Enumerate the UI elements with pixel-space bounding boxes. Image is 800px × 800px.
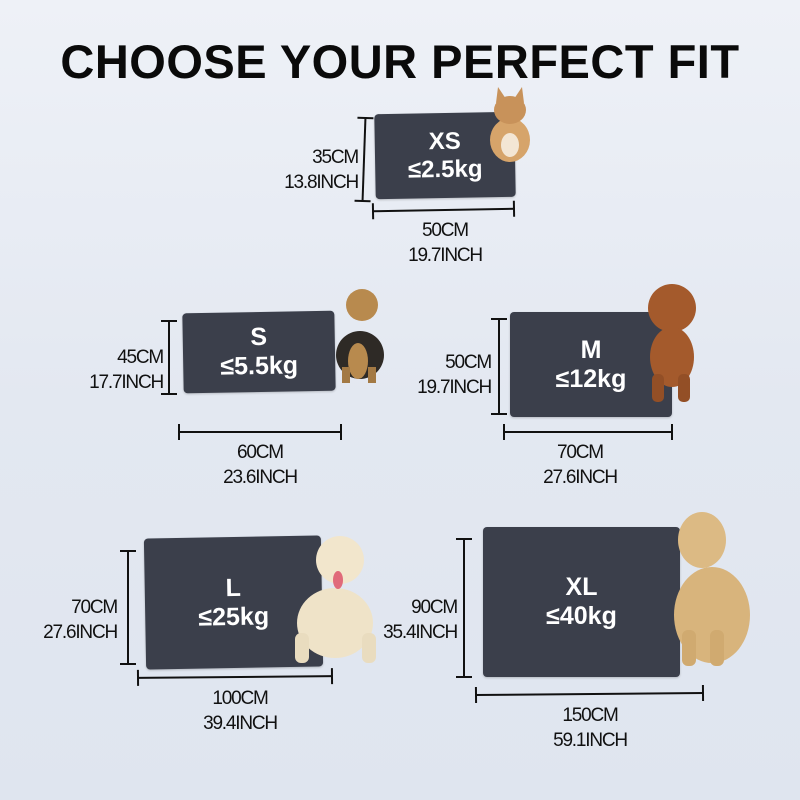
height-bracket: [361, 116, 367, 203]
width-inch: 59.1INCH: [553, 730, 628, 751]
width-cm: 100CM: [212, 688, 268, 709]
weight-label: ≤2.5kg: [407, 154, 483, 184]
yorkshire-terrier-icon: [336, 289, 384, 383]
height-cm: 70CM: [71, 597, 118, 618]
width-label: 60CM 23.6INCH: [200, 440, 320, 490]
height-bracket: [161, 320, 177, 395]
width-bracket: [474, 692, 705, 696]
width-bracket: [371, 207, 516, 213]
size-label: L: [225, 573, 242, 602]
size-label: XS: [428, 127, 461, 156]
height-inch: 17.7INCH: [89, 372, 164, 393]
width-label: 100CM 39.4INCH: [180, 686, 300, 736]
width-label: 50CM 19.7INCH: [385, 218, 505, 268]
width-cm: 50CM: [422, 220, 469, 241]
labrador-icon: [295, 536, 376, 663]
toy-poodle-icon: [648, 284, 696, 402]
size-label: XL: [565, 573, 598, 602]
width-inch: 27.6INCH: [543, 467, 618, 488]
height-label: 35CM 13.8INCH: [270, 145, 359, 195]
height-label: 90CM 35.4INCH: [360, 595, 458, 645]
mat-s: S ≤5.5kg: [182, 310, 336, 394]
weight-label: ≤25kg: [198, 601, 270, 632]
width-bracket: [503, 424, 673, 440]
height-cm: 90CM: [411, 597, 458, 618]
size-label: S: [250, 323, 268, 352]
width-cm: 70CM: [557, 442, 604, 463]
width-cm: 60CM: [237, 442, 284, 463]
width-label: 150CM 59.1INCH: [530, 703, 650, 753]
width-inch: 23.6INCH: [223, 467, 298, 488]
height-label: 50CM 19.7INCH: [398, 350, 492, 400]
height-bracket: [491, 318, 507, 415]
weight-label: ≤5.5kg: [220, 351, 299, 381]
width-cm: 150CM: [562, 705, 618, 726]
width-inch: 39.4INCH: [203, 713, 278, 734]
weight-label: ≤12kg: [555, 364, 627, 393]
height-label: 70CM 27.6INCH: [22, 595, 118, 645]
width-bracket: [178, 424, 342, 440]
kitten-icon: [490, 87, 530, 162]
mat-xl: XL ≤40kg: [483, 527, 680, 677]
weight-label: ≤40kg: [546, 602, 617, 630]
mat-m: M ≤12kg: [510, 312, 672, 417]
height-cm: 35CM: [312, 147, 359, 168]
height-cm: 45CM: [117, 347, 164, 368]
height-label: 45CM 17.7INCH: [70, 345, 164, 395]
width-label: 70CM 27.6INCH: [520, 440, 640, 490]
height-bracket: [120, 550, 136, 665]
height-inch: 19.7INCH: [417, 377, 492, 398]
height-cm: 50CM: [445, 352, 492, 373]
width-bracket: [136, 675, 334, 679]
size-label: M: [580, 335, 602, 364]
height-bracket: [456, 538, 472, 678]
height-inch: 35.4INCH: [383, 622, 458, 643]
height-inch: 27.6INCH: [43, 622, 118, 643]
page-title: CHOOSE YOUR PERFECT FIT: [60, 35, 740, 88]
width-inch: 19.7INCH: [408, 245, 483, 266]
height-inch: 13.8INCH: [284, 172, 359, 193]
golden-retriever-icon: [674, 512, 750, 666]
